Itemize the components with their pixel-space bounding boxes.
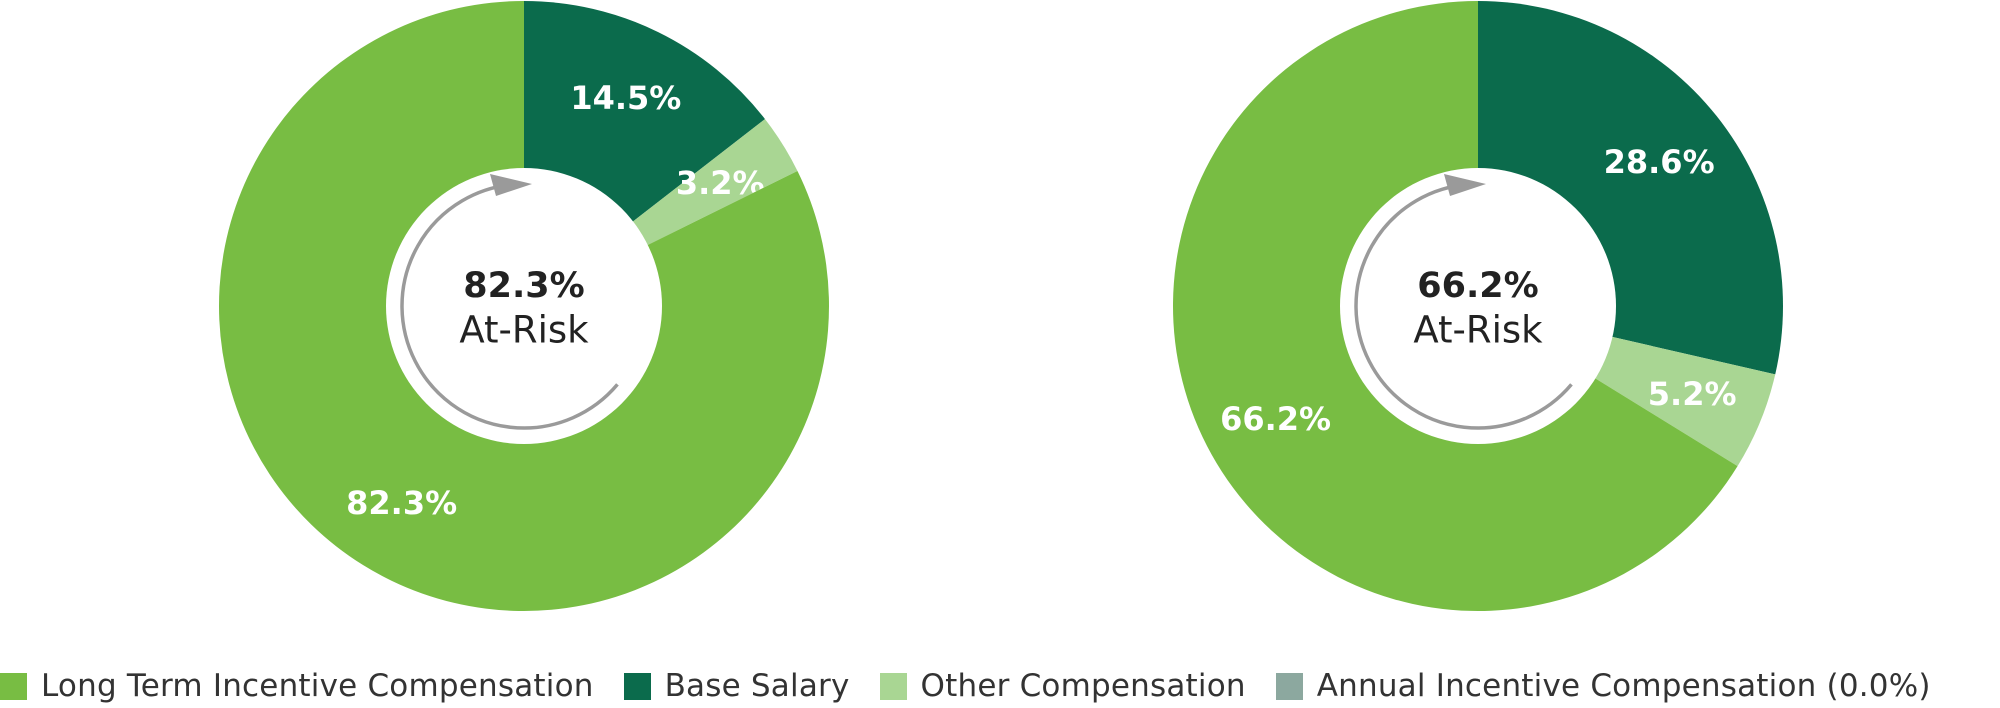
slice-label-long-term-incentive-compensation: 82.3% <box>346 484 457 522</box>
donut-charts: 14.5%3.2%82.3%82.3%At-Risk28.6%5.2%66.2%… <box>218 1 1783 611</box>
slice-label-other-compensation: 5.2% <box>1648 375 1737 413</box>
legend: Long Term Incentive Compensation Base Sa… <box>0 664 2000 708</box>
center-caption: At-Risk <box>1413 309 1543 352</box>
legend-label-annual: Annual Incentive Compensation (0.0%) <box>1316 668 1931 704</box>
legend-swatch-other <box>879 672 907 700</box>
center-caption: At-Risk <box>459 309 589 352</box>
donut-chart-1: 14.5%3.2%82.3%82.3%At-Risk <box>218 1 829 611</box>
at-risk-arrow-arc <box>400 182 619 430</box>
legend-swatch-annual <box>1275 672 1303 700</box>
legend-swatch-base-salary <box>623 672 651 700</box>
legend-item-base-salary: Base Salary <box>623 668 850 704</box>
at-risk-arrowhead-icon <box>1444 174 1486 196</box>
legend-label-base-salary: Base Salary <box>664 668 850 704</box>
legend-item-long-term: Long Term Incentive Compensation <box>0 668 594 704</box>
slice-label-base-salary: 14.5% <box>570 79 681 117</box>
legend-item-annual: Annual Incentive Compensation (0.0%) <box>1275 668 1931 704</box>
donut-chart-2: 28.6%5.2%66.2%66.2%At-Risk <box>1173 1 1783 611</box>
legend-label-long-term: Long Term Incentive Compensation <box>41 668 594 704</box>
at-risk-arrowhead-icon <box>490 174 532 196</box>
at-risk-arrow-arc <box>1354 182 1573 430</box>
center-value: 82.3% <box>463 266 584 306</box>
center-value: 66.2% <box>1417 266 1538 306</box>
slice-label-long-term-incentive-compensation: 66.2% <box>1220 400 1331 438</box>
donut-hole <box>386 168 662 444</box>
slice-label-base-salary: 28.6% <box>1604 143 1715 181</box>
legend-item-other: Other Compensation <box>879 668 1246 704</box>
legend-swatch-long-term <box>0 672 27 700</box>
donut-hole <box>1340 168 1616 444</box>
legend-label-other: Other Compensation <box>920 668 1246 704</box>
